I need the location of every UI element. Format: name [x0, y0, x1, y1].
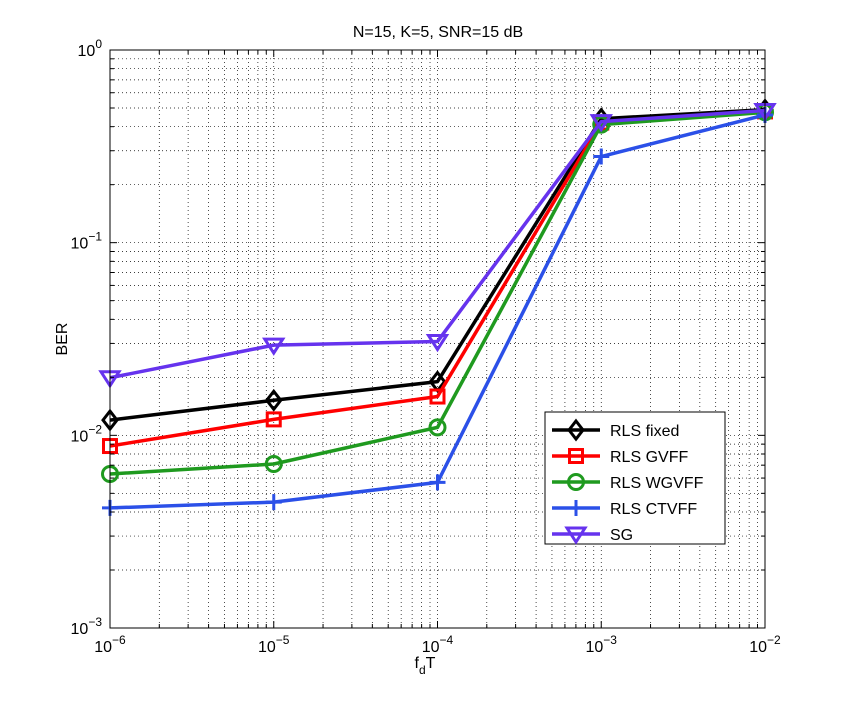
- y-tick-label-base: 10: [71, 621, 89, 638]
- grid: [110, 50, 765, 628]
- x-tick-label: 10−3: [586, 633, 618, 656]
- x-tick-label-base: 10: [586, 639, 604, 656]
- data-point-sg: [589, 114, 613, 133]
- data-point-sg: [425, 333, 450, 353]
- y-tick-label-exponent: 0: [95, 37, 102, 51]
- legend-box: [544, 411, 726, 545]
- legend-label: RLS CTVFF: [610, 501, 697, 518]
- x-tick-label: 10−5: [258, 633, 290, 656]
- series-line-sg: [109, 108, 766, 380]
- legend-item-rls-wgvff: RLS WGVFF: [552, 473, 704, 492]
- legend-label: SG: [610, 527, 633, 544]
- x-tick-label-base: 10: [749, 639, 767, 656]
- data-point-rls-ctvff: [593, 148, 610, 165]
- x-axis-label-main: f: [415, 655, 420, 672]
- x-tick-label: 10−2: [749, 633, 781, 656]
- x-axis-label-subscript: d: [419, 663, 426, 677]
- series-layer: [98, 98, 777, 516]
- x-tick-label: 10−4: [422, 633, 454, 656]
- legend-label: RLS fixed: [610, 423, 679, 440]
- x-tick-labels: 10−6 10−5 10−4 10−3 10−2: [94, 633, 781, 656]
- chart-title: N=15, K=5, SNR=15 dB: [353, 24, 523, 41]
- data-point-rls-wgvff: [428, 418, 447, 437]
- data-point-rls-wgvff: [264, 454, 283, 473]
- y-tick-label-base: 10: [71, 236, 89, 253]
- data-point-rls-fixed: [264, 388, 283, 412]
- legend-swatch-marker: [568, 448, 584, 464]
- x-axis-label: fdT: [415, 655, 436, 677]
- series-line-rls-wgvff: [109, 110, 766, 476]
- y-axis-label: BER: [54, 323, 71, 356]
- x-tick-label: 10−6: [94, 633, 126, 656]
- legend-items: RLS fixed RLS GVFF RLS WGVFF RLS CTVFF SG: [552, 418, 704, 545]
- y-tick-label-base: 10: [71, 428, 89, 445]
- y-tick-label-exponent: −3: [88, 615, 102, 629]
- legend-label: RLS GVFF: [610, 449, 688, 466]
- legend-swatch-marker: [567, 418, 585, 442]
- legend-label: RLS WGVFF: [610, 475, 704, 492]
- legend-item-rls-gvff: RLS GVFF: [552, 448, 688, 466]
- y-tick-label: 10−2: [71, 422, 103, 445]
- y-tick-label-base: 10: [78, 43, 96, 60]
- legend-swatch-marker: [564, 526, 588, 545]
- series-line-rls-fixed: [109, 107, 766, 422]
- data-point-sg: [262, 337, 286, 356]
- y-tick-label-exponent: −2: [88, 422, 102, 436]
- legend-item-sg: SG: [552, 526, 633, 545]
- legend-item-rls-fixed: RLS fixed: [552, 418, 679, 442]
- legend-swatch-marker: [568, 500, 584, 516]
- data-point-rls-gvff: [429, 388, 446, 405]
- y-tick-label-exponent: −1: [88, 230, 102, 244]
- y-tick-label: 10−1: [71, 230, 103, 253]
- data-point-rls-ctvff: [429, 474, 446, 491]
- legend-item-rls-ctvff: RLS CTVFF: [552, 500, 697, 518]
- data-point-rls-ctvff: [265, 494, 282, 511]
- x-tick-label-base: 10: [422, 639, 440, 656]
- x-tick-label-base: 10: [258, 639, 276, 656]
- x-tick-label-exponent: −4: [440, 633, 454, 647]
- x-axis-label-suffix: T: [426, 655, 436, 672]
- x-tick-label-base: 10: [94, 639, 112, 656]
- y-tick-label: 100: [78, 37, 103, 60]
- x-tick-label-exponent: −5: [276, 633, 290, 647]
- x-tick-label-exponent: −2: [767, 633, 781, 647]
- x-tick-label-exponent: −6: [112, 633, 126, 647]
- y-tick-label: 10−3: [71, 615, 103, 638]
- ticks: [109, 49, 766, 629]
- legend: RLS fixed RLS GVFF RLS WGVFF RLS CTVFF SG: [544, 411, 726, 545]
- x-tick-label-exponent: −3: [603, 633, 617, 647]
- data-point-rls-gvff: [265, 411, 282, 428]
- legend-swatch-marker: [567, 473, 585, 491]
